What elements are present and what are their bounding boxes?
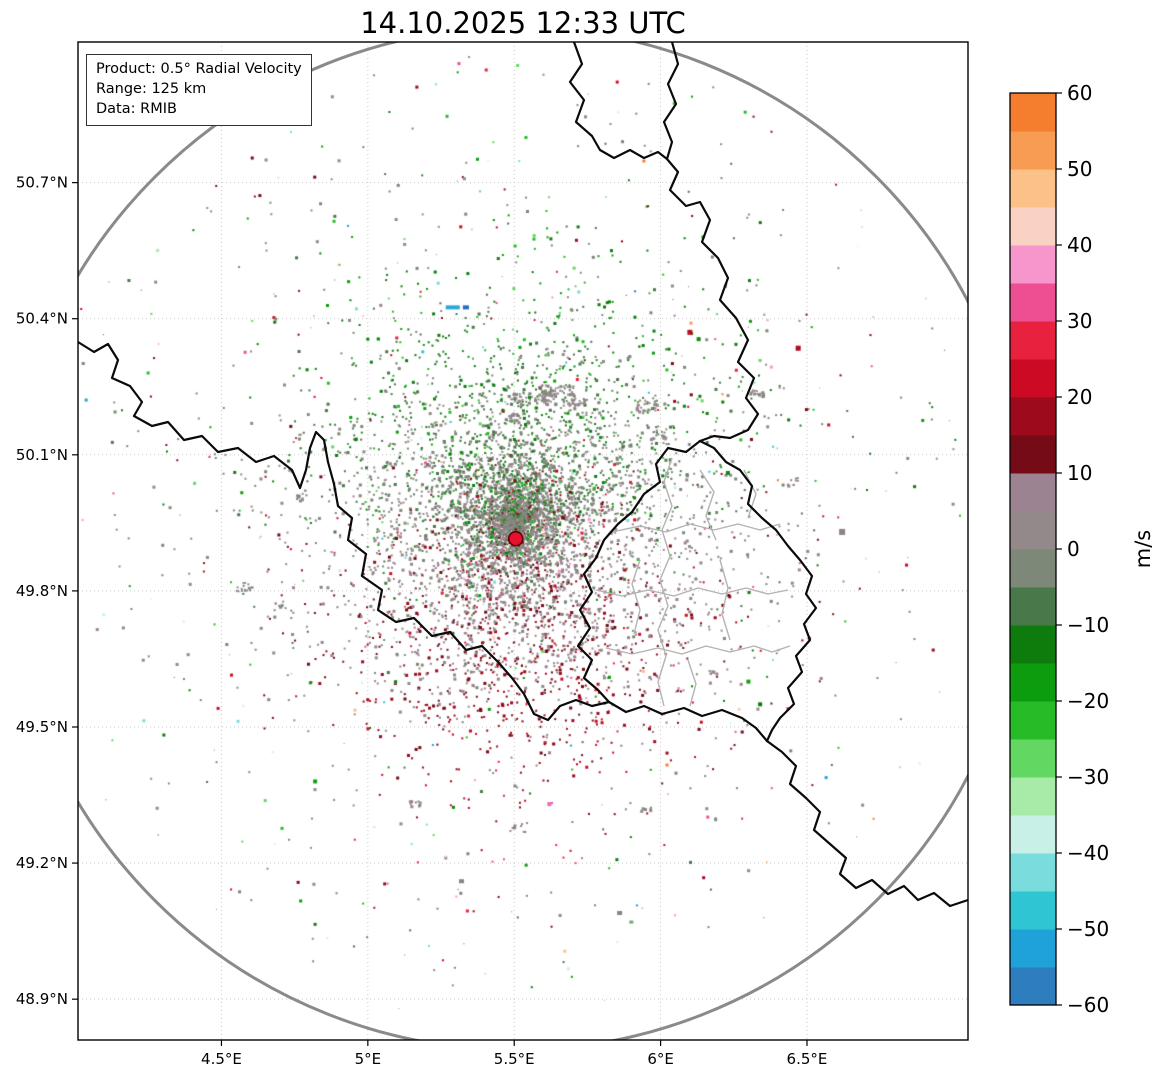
district-border — [657, 457, 673, 707]
info-line-data: Data: RMIB — [96, 101, 177, 117]
colorbar-tick-label: 60 — [1067, 81, 1092, 105]
colorbar-band — [1010, 321, 1056, 360]
district-border — [611, 523, 781, 533]
country-border — [607, 700, 769, 743]
y-tick-label: 49.2°N — [16, 854, 68, 872]
info-line-product: Product: 0.5° Radial Velocity — [96, 61, 302, 77]
colorbar-tick-label: −10 — [1067, 613, 1109, 637]
x-tick-label: 5.5°E — [494, 1050, 535, 1068]
country-border — [765, 739, 968, 908]
colorbar-tick-label: −20 — [1067, 689, 1109, 713]
colorbar-tick-label: −30 — [1067, 765, 1109, 789]
y-tick-label: 50.7°N — [16, 174, 68, 192]
colorbar-band — [1010, 245, 1056, 284]
district-border — [687, 659, 697, 707]
district-border — [743, 469, 757, 519]
country-border — [698, 439, 818, 743]
colorbar-band — [1010, 169, 1056, 208]
colorbar-band — [1010, 967, 1056, 1006]
colorbar-band — [1010, 473, 1056, 512]
y-tick-label: 49.5°N — [16, 718, 68, 736]
colorbar-band — [1010, 511, 1056, 550]
colorbar-band — [1010, 891, 1056, 930]
colorbar-tick-label: 20 — [1067, 385, 1092, 409]
colorbar-band — [1010, 853, 1056, 892]
country-border — [576, 439, 702, 704]
district-border — [631, 559, 641, 635]
x-tick-label: 6°E — [647, 1050, 674, 1068]
country-border — [665, 157, 760, 443]
x-tick-label: 5°E — [355, 1050, 382, 1068]
colorbar-tick-label: 40 — [1067, 233, 1092, 257]
colorbar-tick-label: 30 — [1067, 309, 1092, 333]
colorbar-band — [1010, 93, 1056, 132]
colorbar-tick-label: −50 — [1067, 917, 1109, 941]
y-tick-label: 50.4°N — [16, 310, 68, 328]
colorbar-tick-label: 50 — [1067, 157, 1092, 181]
x-tick-label: 4.5°E — [201, 1050, 242, 1068]
plot-border — [77, 41, 969, 1041]
info-box: Product: 0.5° Radial Velocity Range: 125… — [86, 54, 312, 126]
colorbar-band — [1010, 131, 1056, 170]
colorbar-unit-label: m/s — [1131, 530, 1155, 568]
colorbar-band — [1010, 435, 1056, 474]
colorbar-band — [1010, 397, 1056, 436]
figure-title: 14.10.2025 12:33 UTC — [360, 6, 686, 40]
colorbar-band — [1010, 283, 1056, 322]
info-line-range: Range: 125 km — [96, 81, 207, 97]
colorbar-tick-label: −40 — [1067, 841, 1109, 865]
colorbar-band — [1010, 777, 1056, 816]
colorbar-band — [1010, 207, 1056, 246]
colorbar-band — [1010, 359, 1056, 398]
colorbar-tick-label: 0 — [1067, 537, 1080, 561]
x-tick-label: 6.5°E — [787, 1050, 828, 1068]
colorbar-tick-label: −60 — [1067, 993, 1109, 1017]
colorbar-band — [1010, 815, 1056, 854]
colorbar-band — [1010, 625, 1056, 664]
colorbar-band — [1010, 587, 1056, 626]
colorbar-band — [1010, 549, 1056, 588]
colorbar-band — [1010, 701, 1056, 740]
colorbar-tick-label: 10 — [1067, 461, 1092, 485]
y-tick-label: 48.9°N — [16, 990, 68, 1008]
district-border — [605, 645, 791, 655]
colorbar-band — [1010, 929, 1056, 968]
district-border — [699, 469, 717, 541]
country-border — [568, 42, 680, 161]
y-tick-label: 50.1°N — [16, 446, 68, 464]
country-border — [78, 340, 611, 722]
colorbar-band — [1010, 739, 1056, 778]
district-border — [719, 559, 731, 641]
district-border — [595, 587, 789, 597]
colorbar-band — [1010, 663, 1056, 702]
radar-site-marker — [507, 530, 524, 547]
y-tick-label: 49.8°N — [16, 582, 68, 600]
